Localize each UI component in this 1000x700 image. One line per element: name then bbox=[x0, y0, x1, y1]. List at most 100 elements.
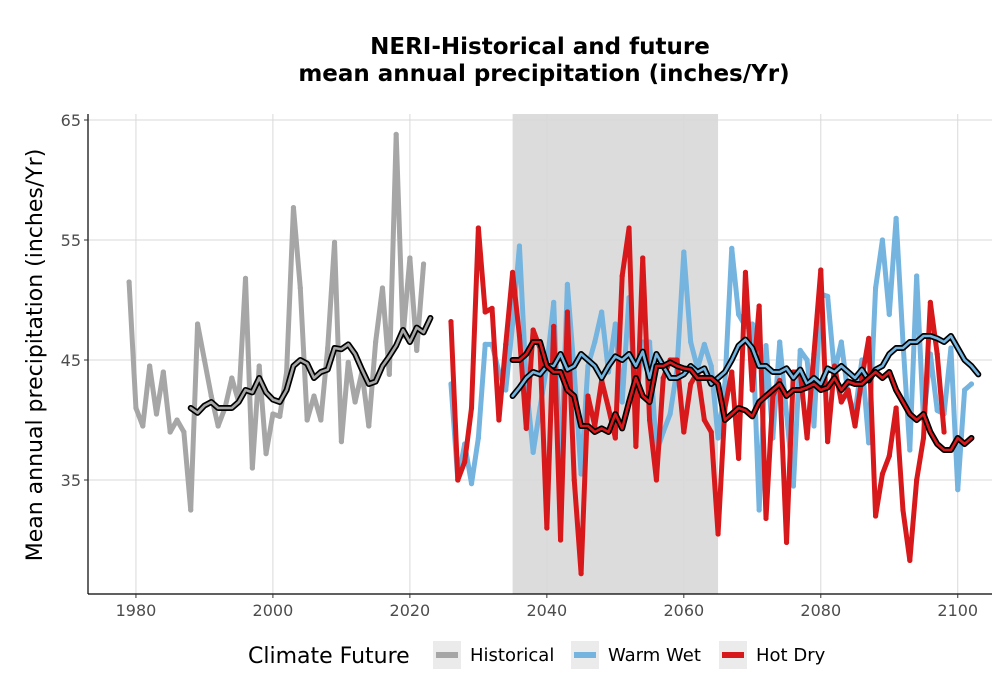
x-tick-label: 2100 bbox=[937, 601, 978, 620]
data-point-historical bbox=[194, 321, 201, 327]
data-point-warm-wet bbox=[722, 381, 728, 387]
series-line-historical bbox=[126, 131, 427, 513]
data-point-warm-wet bbox=[736, 311, 742, 317]
data-point-historical bbox=[366, 423, 372, 429]
data-point-historical bbox=[393, 131, 399, 137]
data-point-hot-dry bbox=[653, 477, 660, 483]
data-point-historical bbox=[414, 347, 420, 353]
chart-title-line-2: mean annual precipitation (inches/Yr) bbox=[298, 61, 789, 87]
data-point-warm-wet bbox=[592, 339, 598, 345]
data-point-warm-wet bbox=[825, 293, 831, 299]
data-point-warm-wet bbox=[797, 347, 803, 353]
data-point-hot-dry bbox=[482, 309, 488, 315]
data-point-hot-dry bbox=[674, 357, 680, 363]
data-point-hot-dry bbox=[571, 477, 577, 483]
series-line-hot-dry-moving-average bbox=[511, 340, 973, 452]
data-point-historical bbox=[386, 371, 392, 377]
data-point-hot-dry bbox=[729, 369, 735, 375]
data-point-hot-dry bbox=[626, 225, 632, 231]
data-point-historical bbox=[311, 393, 317, 399]
data-point-hot-dry bbox=[838, 399, 844, 405]
data-point-warm-wet bbox=[790, 483, 796, 489]
data-point-warm-wet bbox=[612, 321, 618, 327]
data-point-warm-wet bbox=[503, 387, 509, 393]
data-point-historical bbox=[242, 275, 249, 281]
y-tick-label: 35 bbox=[61, 471, 81, 490]
data-point-historical bbox=[147, 363, 153, 369]
data-point-hot-dry bbox=[866, 335, 872, 341]
data-point-warm-wet bbox=[948, 345, 954, 351]
data-point-warm-wet bbox=[667, 411, 673, 417]
data-point-historical bbox=[188, 507, 194, 513]
data-point-historical bbox=[325, 345, 331, 351]
data-point-historical bbox=[420, 261, 427, 267]
data-point-historical bbox=[284, 369, 290, 375]
data-point-hot-dry bbox=[455, 477, 461, 483]
data-point-hot-dry bbox=[578, 571, 584, 577]
data-point-warm-wet bbox=[599, 309, 605, 315]
data-point-historical bbox=[208, 393, 214, 399]
data-point-hot-dry bbox=[564, 309, 570, 315]
data-point-warm-wet bbox=[955, 487, 961, 493]
x-tick-label: 2000 bbox=[253, 601, 294, 620]
legend-label-warm-wet: Warm Wet bbox=[608, 645, 701, 666]
data-point-hot-dry bbox=[530, 327, 536, 333]
data-point-warm-wet bbox=[475, 435, 481, 441]
data-point-historical bbox=[153, 411, 160, 417]
data-point-hot-dry bbox=[448, 319, 454, 325]
legend: Climate Future Historical Warm Wet Hot D… bbox=[248, 641, 826, 669]
data-point-hot-dry bbox=[845, 387, 851, 393]
data-point-historical bbox=[215, 423, 221, 429]
data-point-historical bbox=[379, 285, 386, 291]
data-point-historical bbox=[407, 255, 413, 261]
data-point-warm-wet bbox=[879, 237, 886, 243]
data-point-hot-dry bbox=[551, 323, 557, 329]
data-point-warm-wet bbox=[551, 299, 557, 305]
data-point-historical bbox=[133, 405, 139, 411]
data-point-hot-dry bbox=[872, 513, 879, 519]
data-point-warm-wet bbox=[783, 411, 790, 417]
data-point-hot-dry bbox=[510, 269, 516, 275]
data-point-warm-wet bbox=[482, 341, 488, 347]
data-point-hot-dry bbox=[503, 341, 509, 347]
data-point-hot-dry bbox=[927, 299, 933, 305]
data-point-historical bbox=[229, 375, 235, 381]
x-tick-label: 2040 bbox=[526, 601, 567, 620]
data-point-hot-dry bbox=[900, 507, 906, 513]
data-point-hot-dry bbox=[818, 267, 824, 273]
data-point-warm-wet bbox=[968, 381, 975, 387]
series-layer bbox=[126, 131, 982, 577]
chart-title-line-1: NERI-Historical and future bbox=[370, 34, 710, 60]
data-point-hot-dry bbox=[708, 429, 714, 435]
data-point-warm-wet bbox=[872, 285, 879, 291]
data-point-warm-wet bbox=[962, 387, 968, 393]
y-axis-title: Mean annual precipitation (inches/Yr) bbox=[23, 149, 48, 562]
data-point-hot-dry bbox=[715, 531, 721, 537]
data-point-historical bbox=[181, 429, 187, 435]
data-point-warm-wet bbox=[756, 507, 762, 513]
legend-title: Climate Future bbox=[248, 644, 410, 669]
data-point-warm-wet bbox=[838, 339, 844, 345]
data-point-hot-dry bbox=[612, 435, 618, 441]
data-point-warm-wet bbox=[681, 249, 687, 255]
data-point-warm-wet bbox=[571, 369, 577, 375]
x-tick-label: 2080 bbox=[800, 601, 841, 620]
data-point-warm-wet bbox=[564, 281, 570, 287]
data-point-historical bbox=[318, 417, 324, 423]
data-point-hot-dry bbox=[688, 381, 694, 387]
data-point-hot-dry bbox=[914, 477, 920, 483]
data-point-hot-dry bbox=[886, 453, 892, 459]
data-point-historical bbox=[140, 423, 146, 429]
data-point-warm-wet bbox=[934, 407, 940, 413]
series-line-warm-wet-moving-average bbox=[511, 334, 980, 398]
data-point-hot-dry bbox=[920, 435, 927, 441]
data-point-hot-dry bbox=[496, 417, 502, 423]
data-point-warm-wet bbox=[811, 423, 817, 429]
data-point-warm-wet bbox=[914, 273, 920, 279]
data-point-hot-dry bbox=[907, 557, 913, 564]
data-point-historical bbox=[304, 417, 310, 423]
data-point-hot-dry bbox=[660, 375, 666, 381]
data-point-historical bbox=[174, 417, 180, 423]
y-tick-label: 45 bbox=[61, 351, 81, 370]
data-point-hot-dry bbox=[756, 303, 762, 309]
